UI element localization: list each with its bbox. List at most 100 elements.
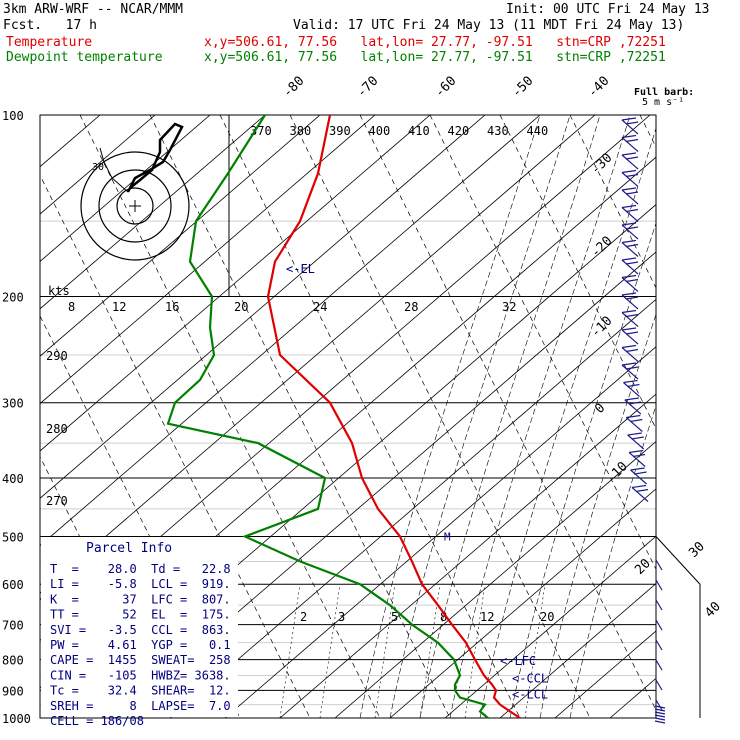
wind-barb	[621, 347, 639, 362]
isotherm-line	[40, 115, 596, 594]
pressure-tick-label: 200	[2, 291, 24, 305]
wind-barb	[621, 312, 639, 327]
dry-adiabat	[40, 174, 311, 718]
mixing-ratio-label: 20	[540, 610, 554, 624]
wind-barb	[621, 239, 637, 244]
wind-barb	[655, 659, 663, 671]
wind-barb	[621, 362, 637, 366]
wind-barb	[627, 432, 642, 436]
isotherm-label: -40	[585, 74, 612, 101]
wind-barb	[621, 344, 637, 349]
wind-barb	[623, 379, 638, 384]
wind-barb	[654, 705, 666, 709]
wind-scale-label: 16	[165, 300, 179, 314]
parcel-info-row: PW = 4.61 YGP = 0.1	[50, 638, 231, 652]
parcel-info-row: TT = 52 EL = 175.	[50, 608, 231, 622]
dry-adiabat	[289, 115, 591, 718]
wind-barb	[628, 452, 646, 467]
wind-scale-label: 28	[404, 300, 418, 314]
isotherm-line	[40, 115, 321, 357]
wind-barb	[621, 137, 639, 152]
wind-barb	[655, 639, 663, 651]
hodograph-ring	[80, 151, 190, 261]
wind-barbs: Full barb:5 m s⁻¹	[621, 87, 694, 724]
wind-barb	[621, 309, 637, 314]
wind-barb	[627, 434, 645, 450]
wind-barb	[628, 401, 641, 405]
wind-barb	[634, 471, 647, 475]
dry-adiabat	[359, 115, 656, 711]
wind-barb	[631, 487, 649, 502]
wind-barb	[654, 720, 666, 724]
wind-barb	[621, 242, 639, 257]
wind-barb	[621, 327, 637, 331]
mixing-ratio-label: 2	[300, 610, 307, 624]
wind-barb	[621, 274, 637, 279]
wind-barb	[630, 469, 647, 485]
parcel-info-row: CIN = -105 HWBZ= 3638.	[50, 668, 231, 682]
moist-adiabat	[569, 404, 656, 718]
wind-barb	[625, 296, 639, 300]
dry-adiabat	[429, 115, 656, 571]
isotherm-line	[40, 115, 376, 405]
wind-barb	[655, 699, 663, 711]
moist-adiabat	[419, 115, 601, 718]
wind-barb	[627, 383, 640, 388]
wind-barb	[631, 436, 644, 440]
mixing-ratio-line	[279, 584, 301, 718]
wind-barb	[625, 156, 639, 160]
wind-scale-label: 24	[313, 300, 327, 314]
wind-barb	[621, 169, 637, 174]
wind-barb	[629, 449, 644, 454]
pressure-tick-label: 700	[2, 619, 24, 633]
wind-barb	[625, 121, 639, 125]
theta-label: 410	[408, 124, 430, 138]
wind-barb	[621, 204, 637, 209]
wind-scale-label: 8	[68, 300, 75, 314]
isotherm-line	[40, 115, 431, 452]
hodograph-ring	[116, 187, 154, 225]
dewpoint-legend: Dewpoint temperature	[6, 50, 163, 65]
hodograph-trace	[99, 147, 129, 193]
isotherm-label: -30	[588, 151, 615, 178]
isotherm-label: -50	[509, 74, 536, 101]
wind-barb	[633, 453, 646, 458]
wind-barb	[655, 619, 663, 631]
pressure-tick-label: 500	[2, 530, 24, 544]
dry-adiabat	[149, 115, 451, 718]
wind-barb	[630, 467, 645, 471]
temperature-trace	[266, 115, 521, 718]
theta-label: 440	[527, 124, 549, 138]
isotherm-label: 20	[632, 556, 654, 578]
isotherm-line	[665, 115, 740, 718]
hodo-axis	[655, 536, 701, 718]
pressure-tick-label: 300	[2, 397, 24, 411]
wind-scale-label: 12	[112, 300, 126, 314]
theta-label: 400	[369, 124, 391, 138]
isotherm-line	[499, 583, 656, 718]
wind-barb	[624, 399, 642, 415]
forecast-hour: Fcst. 17 h	[3, 18, 97, 33]
wind-barb	[625, 331, 639, 335]
wind-barb	[655, 559, 663, 571]
mixing-ratio-label: 8	[440, 610, 447, 624]
wind-barb	[655, 599, 663, 611]
isotherm-line	[720, 115, 740, 718]
isotherm-line	[40, 115, 211, 262]
isotherm-line	[334, 440, 656, 718]
wind-barb	[621, 364, 639, 380]
full-barb-units: 5 m s⁻¹	[642, 97, 684, 108]
isotherm-label: -20	[588, 234, 615, 261]
isotherm-line	[389, 488, 656, 718]
isotherm-line	[40, 115, 266, 310]
wind-scale-label: 20	[234, 300, 248, 314]
isotherm-line	[444, 535, 656, 718]
wind-barb	[635, 488, 649, 493]
wind-barb	[621, 259, 639, 275]
level-marker: M	[444, 530, 451, 543]
theta-label: 420	[448, 124, 470, 138]
dry-adiabat	[710, 115, 740, 718]
wind-barb	[631, 484, 647, 489]
wind-barb	[625, 243, 639, 248]
